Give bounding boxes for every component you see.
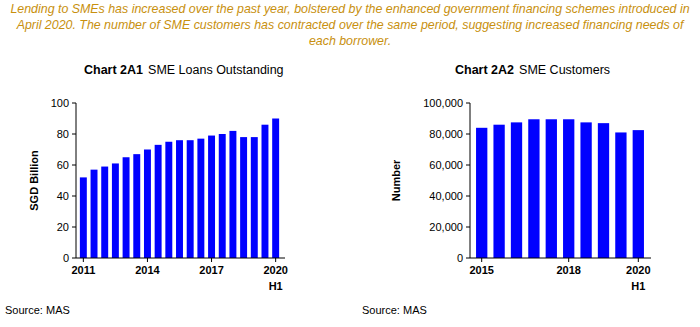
x-tick (83, 258, 84, 262)
y-tick-label: 40,000 (429, 190, 463, 202)
y-tick (72, 103, 76, 104)
bar (240, 137, 247, 258)
y-tick (466, 103, 470, 104)
x-tick-label: 2015 (469, 264, 493, 276)
y-tick (72, 134, 76, 135)
y-tick (72, 227, 76, 228)
x-tick-label-line: H1 (631, 280, 645, 292)
x-tick (147, 258, 148, 262)
y-tick-label: 80,000 (429, 128, 463, 140)
bar (176, 140, 183, 258)
title: Chart 2A1 (84, 63, 143, 77)
bar (80, 177, 87, 258)
bar (511, 122, 522, 258)
y-tick (466, 258, 470, 259)
x-tick-label: 2020 H1 (263, 264, 287, 292)
bar (144, 150, 151, 259)
bar (187, 140, 194, 258)
bar (123, 157, 130, 258)
y-axis-label: SGD Billion (28, 150, 40, 211)
source: Source: MAS (5, 304, 70, 316)
bar (165, 142, 172, 258)
y-tick-label: 100 (51, 97, 69, 109)
bar (580, 122, 591, 258)
x-tick-label-line: 2020 (263, 264, 287, 276)
bar (155, 145, 162, 258)
y-axis (76, 103, 77, 258)
bar (476, 128, 487, 258)
y-tick-label: 0 (63, 252, 69, 264)
x-tick-label: 2011 (71, 264, 95, 276)
x-axis (470, 258, 651, 259)
x-tick-label-line: 2020 (626, 264, 650, 276)
bar (208, 136, 215, 258)
bar (91, 170, 98, 258)
bar (615, 132, 626, 258)
x-tick-label-line: 2017 (199, 264, 223, 276)
x-tick-label-line: H1 (269, 280, 283, 292)
x-tick-label-line: 2014 (135, 264, 160, 276)
y-tick (72, 196, 76, 197)
y-tick (72, 258, 76, 259)
bar (633, 130, 644, 258)
y-tick-label: 80 (57, 128, 69, 140)
y-tick-label: 20 (57, 221, 69, 233)
x-tick-label: 2018 (556, 264, 580, 276)
bars (80, 119, 279, 259)
bar (493, 125, 504, 258)
y-tick (466, 196, 470, 197)
y-tick-label: 40 (57, 190, 69, 202)
bar (219, 134, 226, 258)
bar (528, 119, 539, 258)
y-axis (470, 103, 471, 258)
chart-title: Chart 2A1 SME Loans Outstanding (84, 63, 284, 77)
subtitle: SME Loans Outstanding (148, 63, 284, 77)
bar (262, 125, 269, 258)
y-tick-label: 60 (57, 159, 69, 171)
caption: Lending to SMEs has increased over the p… (4, 1, 696, 49)
x-tick-label-line: 2015 (469, 264, 493, 276)
bar (197, 139, 204, 258)
bar (229, 131, 236, 258)
chart-canvas: Chart 2A1 SME Loans Outstanding SGD Billio… (0, 0, 700, 327)
bar (563, 119, 574, 258)
x-tick-label-line: 2018 (556, 264, 580, 276)
y-tick (466, 165, 470, 166)
chart-title: Chart 2A2 SME Customers (455, 63, 610, 77)
bar (112, 163, 119, 258)
x-tick-label-line: 2011 (71, 264, 95, 276)
x-tick (638, 258, 639, 262)
bars (476, 119, 644, 258)
y-tick-label: 100,000 (423, 97, 463, 109)
y-tick-label: 0 (457, 252, 463, 264)
x-tick (568, 258, 569, 262)
x-tick (481, 258, 482, 262)
source: Source: MAS (362, 304, 427, 316)
y-tick (466, 134, 470, 135)
y-tick (466, 227, 470, 228)
x-tick-label: 2020 H1 (626, 264, 650, 292)
x-tick (211, 258, 212, 262)
bar (272, 119, 279, 259)
y-tick-label: 60,000 (429, 159, 463, 171)
x-tick (275, 258, 276, 262)
x-tick-label: 2017 (199, 264, 223, 276)
bar (101, 167, 108, 258)
bar (251, 137, 258, 258)
x-axis (76, 258, 285, 259)
subtitle: SME Customers (519, 63, 610, 77)
chart-2: Chart 2A2 SME Customers Number 0 20,000 40,00… (362, 63, 651, 316)
y-tick-label: 20,000 (429, 221, 463, 233)
bar (598, 123, 609, 258)
chart-1: Chart 2A1 SME Loans Outstanding SGD Billio… (5, 63, 288, 316)
bar (133, 154, 140, 258)
bar (546, 119, 557, 258)
y-tick (72, 165, 76, 166)
title: Chart 2A2 (455, 63, 514, 77)
y-axis-label: Number (390, 159, 402, 201)
x-tick-label: 2014 (135, 264, 160, 276)
